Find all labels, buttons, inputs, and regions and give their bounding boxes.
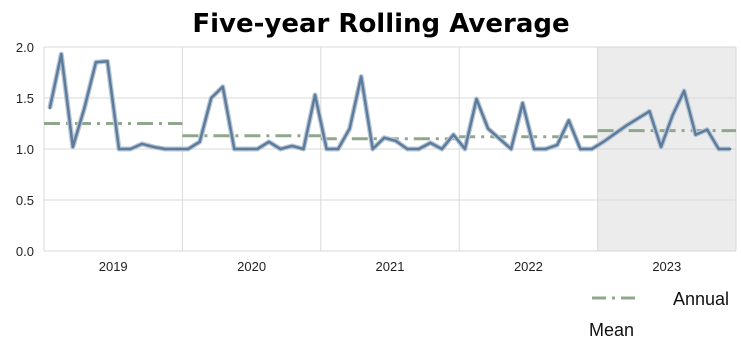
- data-point: [717, 147, 720, 151]
- data-point: [602, 140, 605, 144]
- legend-label-line2: Mean: [589, 320, 634, 340]
- data-point: [83, 107, 86, 110]
- data-point: [532, 147, 536, 151]
- data-point: [48, 107, 51, 110]
- data-point: [267, 140, 271, 144]
- data-point: [325, 147, 328, 151]
- data-point: [486, 127, 490, 130]
- data-point: [163, 147, 167, 151]
- data-point: [71, 145, 75, 149]
- data-point: [336, 147, 340, 151]
- data-point: [705, 128, 709, 131]
- data-point: [60, 52, 63, 56]
- series-line: [48, 52, 731, 151]
- data-point: [279, 147, 282, 151]
- data-point: [210, 96, 213, 100]
- data-point: [359, 75, 363, 78]
- data-point: [694, 133, 697, 136]
- data-point: [659, 145, 663, 149]
- x-tick-label: 2023: [652, 259, 681, 274]
- data-point: [625, 124, 628, 127]
- data-point: [348, 127, 351, 130]
- data-point: [383, 136, 386, 139]
- chart-title: Five-year Rolling Average: [192, 9, 569, 39]
- data-point: [406, 147, 409, 151]
- data-point: [475, 97, 478, 101]
- data-point: [256, 147, 259, 151]
- data-point: [440, 147, 444, 151]
- data-point: [233, 147, 236, 151]
- data-point: [590, 147, 594, 151]
- data-point: [636, 117, 640, 120]
- legend-label-line1: Annual: [673, 289, 729, 309]
- y-tick-label: 2.0: [16, 40, 34, 55]
- data-point: [152, 145, 155, 149]
- data-point: [544, 147, 547, 151]
- data-point: [463, 147, 467, 151]
- data-point: [498, 137, 501, 140]
- data-point: [221, 85, 224, 88]
- y-tick-label: 1.5: [16, 91, 34, 106]
- x-tick-label: 2020: [237, 259, 266, 274]
- data-point: [556, 143, 559, 147]
- data-point: [94, 61, 98, 64]
- data-point: [129, 147, 132, 151]
- data-point: [186, 147, 190, 151]
- data-point: [671, 114, 674, 117]
- y-tick-label: 0.5: [16, 193, 34, 208]
- x-tick-label: 2021: [376, 259, 405, 274]
- data-point: [244, 147, 248, 151]
- data-point: [175, 147, 178, 151]
- data-point: [371, 147, 374, 151]
- data-point: [394, 139, 397, 143]
- data-point: [579, 147, 582, 151]
- data-point: [452, 133, 455, 136]
- data-point: [198, 140, 201, 144]
- data-point: [117, 147, 121, 151]
- data-point: [429, 141, 432, 145]
- data-point: [302, 147, 305, 151]
- data-point: [417, 147, 421, 151]
- x-tick-label: 2019: [99, 259, 128, 274]
- data-point: [106, 60, 109, 63]
- data-point: [682, 89, 686, 93]
- data-point: [290, 144, 294, 148]
- y-tick-label: 0.0: [16, 244, 34, 259]
- data-point: [648, 110, 651, 113]
- y-tick-label: 1.0: [16, 142, 34, 157]
- data-point: [729, 147, 732, 151]
- data-point: [509, 147, 513, 151]
- data-point: [567, 119, 570, 122]
- x-tick-label: 2022: [514, 259, 543, 274]
- data-point: [613, 132, 617, 135]
- data-point: [140, 142, 144, 146]
- data-point: [313, 93, 317, 97]
- data-point: [521, 101, 524, 105]
